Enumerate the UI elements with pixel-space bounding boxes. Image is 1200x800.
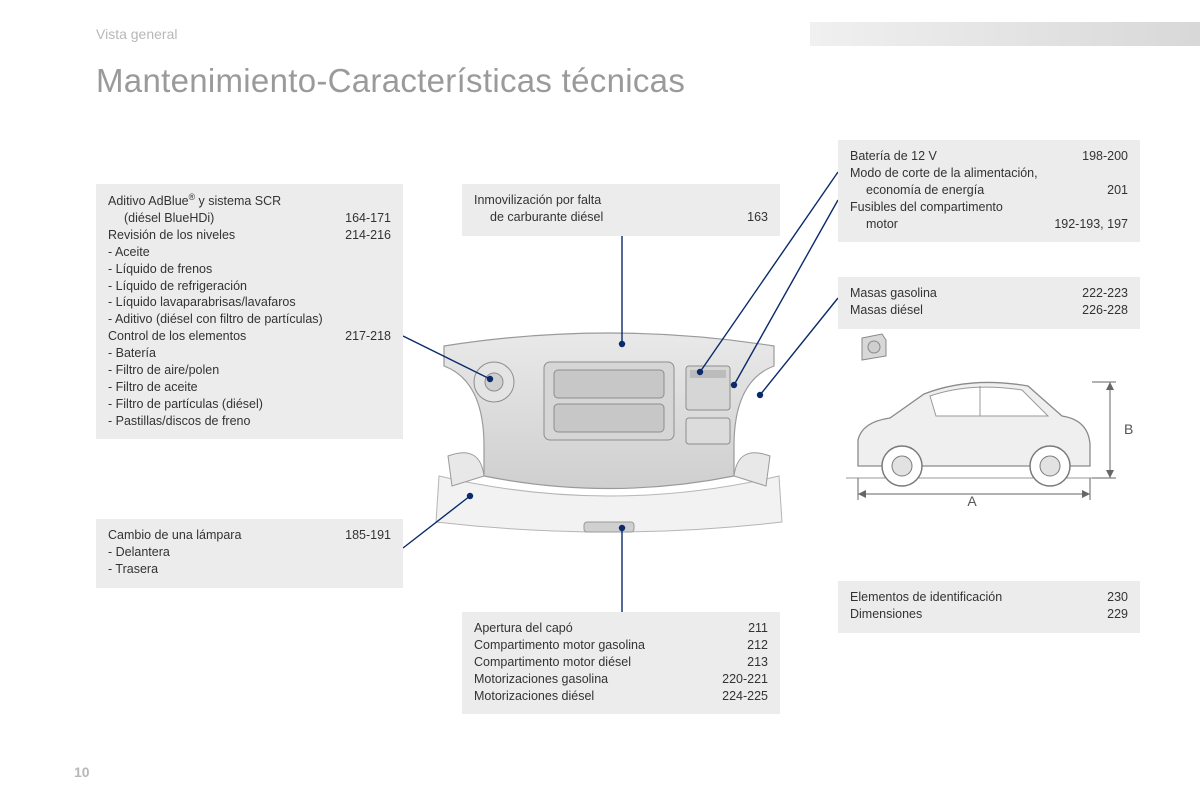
box-additives-levels: Aditivo AdBlue® y sistema SCR(diésel Blu… [96, 184, 403, 439]
sublist-item: Líquido de frenos [118, 261, 391, 278]
row-label: Aditivo AdBlue® y sistema SCR(diésel Blu… [108, 192, 281, 227]
section-label: Vista general [96, 26, 177, 42]
row-pages: 198-200 [1082, 148, 1128, 165]
row-pages: 230 [1107, 589, 1128, 606]
box-bonnet-engines-row: Apertura del capó 211 [474, 620, 768, 637]
row-pages: 229 [1107, 606, 1128, 623]
box-identification-dimensions-row: Dimensiones 229 [850, 606, 1128, 623]
box-battery-fuses: Batería de 12 V 198-200 Modo de corte de l… [838, 140, 1140, 242]
row-pages: 214-216 [345, 227, 391, 244]
sublist-item: Filtro de partículas (diésel) [118, 396, 391, 413]
box-additives-levels-row: Control de los elementos 217-218 [108, 328, 391, 345]
page-title: Mantenimiento-Características técnicas [96, 62, 685, 100]
box-identification-dimensions-row: Elementos de identificación 230 [850, 589, 1128, 606]
sublist-item: Pastillas/discos de freno [118, 413, 391, 430]
row-label: Control de los elementos [108, 328, 246, 345]
row-pages: 217-218 [345, 328, 391, 345]
row-label: Fusibles del compartimentomotor [850, 199, 1003, 233]
row-pages: 224-225 [722, 688, 768, 705]
row-label: Cambio de una lámpara [108, 527, 241, 544]
row-label: Compartimento motor diésel [474, 654, 631, 671]
box-identification-dimensions: Elementos de identificación230Dimensione… [838, 581, 1140, 633]
box-weights-row: Masas gasolina 222-223 [850, 285, 1128, 302]
row-pages: 212 [747, 637, 768, 654]
row-label: Revisión de los niveles [108, 227, 235, 244]
sublist-item: Aceite [118, 244, 391, 261]
sublist-item: Líquido de refrigeración [118, 278, 391, 295]
box-bonnet-engines-row: Compartimento motor gasolina 212 [474, 637, 768, 654]
row-label: Apertura del capó [474, 620, 573, 637]
row-pages: 220-221 [722, 671, 768, 688]
box-battery-fuses-row: Batería de 12 V 198-200 [850, 148, 1128, 165]
box-additives-levels-row: Aditivo AdBlue® y sistema SCR(diésel Blu… [108, 192, 391, 227]
header-accent-bar [810, 22, 1200, 46]
row-sublist: AceiteLíquido de frenosLíquido de refrig… [108, 244, 391, 328]
row-sublist: DelanteraTrasera [108, 544, 391, 578]
box-battery-fuses-row: Modo de corte de la alimentación,economí… [850, 165, 1128, 199]
sublist-item: Delantera [118, 544, 391, 561]
sublist-item: Aditivo (diésel con filtro de partículas… [118, 311, 391, 328]
row-pages: 185-191 [345, 527, 391, 544]
box-lamp-change: Cambio de una lámpara 185-191DelanteraTra… [96, 519, 403, 588]
car-side-diagram: A B [840, 328, 1140, 508]
sublist-item: Líquido lavaparabrisas/lavafaros [118, 294, 391, 311]
row-label: Motorizaciones gasolina [474, 671, 608, 688]
row-label: Dimensiones [850, 606, 922, 623]
row-sublist: BateríaFiltro de aire/polenFiltro de ace… [108, 345, 391, 429]
box-battery-fuses-row: Fusibles del compartimentomotor 192-193, … [850, 199, 1128, 233]
row-pages: 213 [747, 654, 768, 671]
box-weights: Masas gasolina 222-223 Masas diésel 226-228 [838, 277, 1140, 329]
box-weights-row: Masas diésel 226-228 [850, 302, 1128, 319]
row-pages: 211 [748, 620, 768, 637]
sublist-item: Trasera [118, 561, 391, 578]
engine-bay-diagram [434, 326, 784, 536]
row-label: Batería de 12 V [850, 148, 937, 165]
row-label: Masas diésel [850, 302, 923, 319]
sublist-item: Filtro de aire/polen [118, 362, 391, 379]
row-label: Elementos de identificación [850, 589, 1002, 606]
box-bonnet-engines: Apertura del capó211Compartimento motor … [462, 612, 780, 714]
box-lamp-change-row: Cambio de una lámpara 185-191 [108, 527, 391, 544]
row-pages: 201 [1107, 182, 1128, 199]
row-pages: 226-228 [1082, 302, 1128, 319]
sublist-item: Filtro de aceite [118, 379, 391, 396]
box-bonnet-engines-row: Compartimento motor diésel 213 [474, 654, 768, 671]
row-pages: 163 [747, 209, 768, 226]
box-bonnet-engines-row: Motorizaciones gasolina 220-221 [474, 671, 768, 688]
row-label: Compartimento motor gasolina [474, 637, 645, 654]
row-label: Motorizaciones diésel [474, 688, 594, 705]
box-bonnet-engines-row: Motorizaciones diésel 224-225 [474, 688, 768, 705]
dimension-width-label: A [967, 493, 977, 508]
page-number: 10 [74, 764, 90, 780]
row-label: Masas gasolina [850, 285, 937, 302]
row-pages: 192-193, 197 [1054, 216, 1128, 233]
sublist-item: Batería [118, 345, 391, 362]
box-diesel-immobilization: Inmovilización por faltade carburante di… [462, 184, 780, 236]
box-diesel-immobilization-row: Inmovilización por faltade carburante di… [474, 192, 768, 226]
row-pages: 164-171 [345, 210, 391, 227]
row-label: Inmovilización por faltade carburante di… [474, 192, 603, 226]
row-label: Modo de corte de la alimentación,economí… [850, 165, 1038, 199]
box-additives-levels-row: Revisión de los niveles 214-216 [108, 227, 391, 244]
row-pages: 222-223 [1082, 285, 1128, 302]
dimension-height-label: B [1124, 421, 1133, 437]
